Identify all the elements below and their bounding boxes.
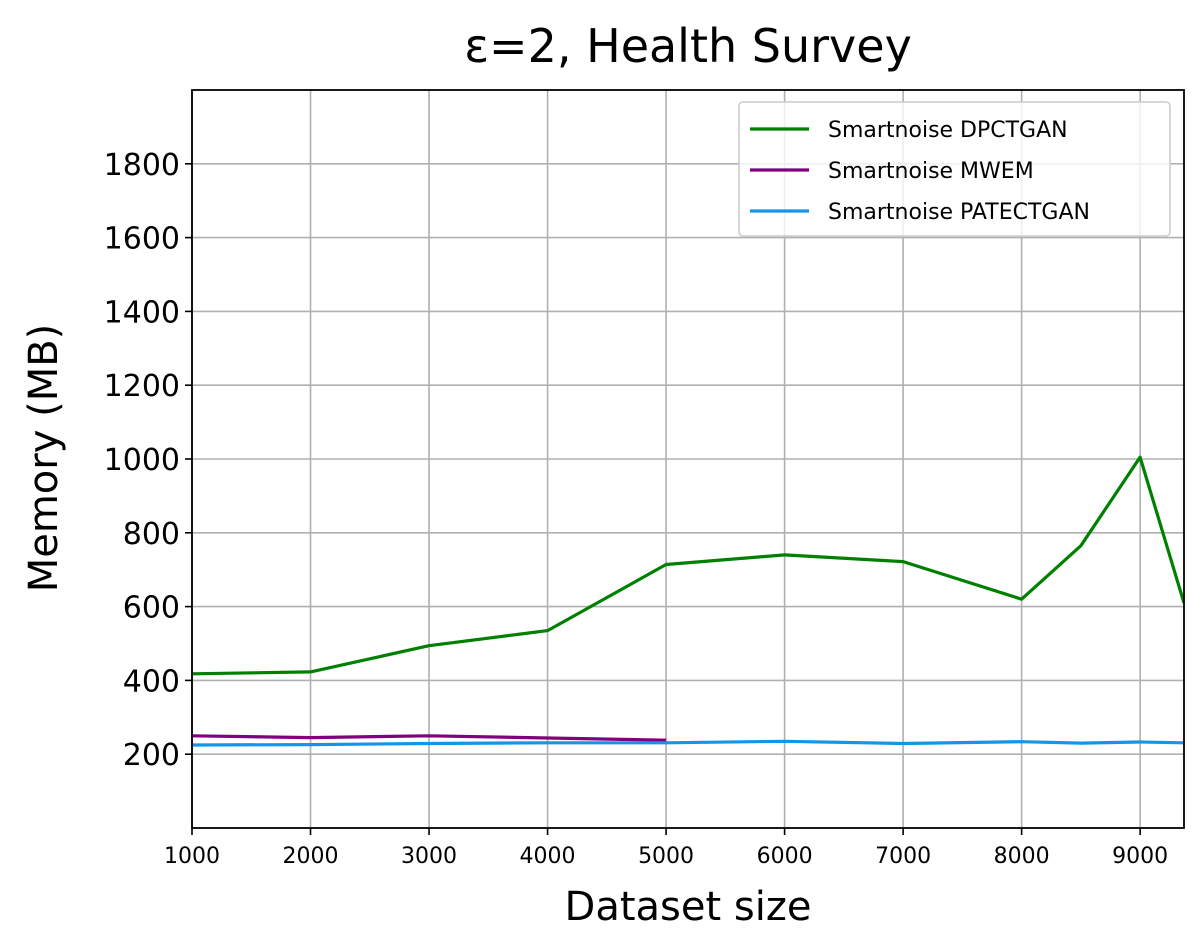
x-axis-label: Dataset size bbox=[565, 884, 812, 930]
y-tick-label: 1800 bbox=[104, 148, 180, 183]
legend-label-smartnoise-dpctgan: Smartnoise DPCTGAN bbox=[828, 118, 1068, 143]
x-tick-label: 3000 bbox=[401, 844, 457, 869]
x-tick-label: 8000 bbox=[994, 844, 1050, 869]
legend: Smartnoise DPCTGAN Smartnoise MWEM Smartno… bbox=[738, 101, 1171, 237]
plot-series bbox=[192, 455, 1184, 747]
x-tick-label: 5000 bbox=[638, 844, 694, 869]
y-tick-label: 1200 bbox=[104, 369, 180, 404]
y-tick-label: 600 bbox=[123, 591, 180, 626]
legend-box bbox=[738, 101, 1171, 237]
y-tick-label: 200 bbox=[123, 738, 180, 773]
x-tick-label: 6000 bbox=[757, 844, 813, 869]
legend-label-smartnoise-mwem: Smartnoise MWEM bbox=[828, 159, 1034, 184]
x-tick-label: 7000 bbox=[875, 844, 931, 869]
axis-ticks: 1000 2000 3000 4000 5000 6000 7000 8000 9000 200 4… bbox=[104, 148, 1169, 869]
y-tick-label: 400 bbox=[123, 664, 180, 699]
x-tick-label: 1000 bbox=[164, 844, 220, 869]
y-tick-label: 1600 bbox=[104, 222, 180, 257]
y-tick-label: 1000 bbox=[104, 443, 180, 478]
y-tick-label: 800 bbox=[123, 517, 180, 552]
y-axis-label: Memory (MB) bbox=[21, 324, 67, 593]
legend-label-smartnoise-patectgan: Smartnoise PATECTGAN bbox=[828, 200, 1090, 225]
x-tick-label: 4000 bbox=[520, 844, 576, 869]
x-tick-label: 2000 bbox=[283, 844, 339, 869]
chart-title: ε=2, Health Survey bbox=[464, 19, 912, 73]
series-line-smartnoise-patectgan bbox=[192, 739, 1184, 747]
y-tick-label: 1400 bbox=[104, 295, 180, 330]
x-tick-label: 9000 bbox=[1112, 844, 1168, 869]
series-line-smartnoise-mwem bbox=[192, 734, 667, 742]
series-line-smartnoise-dpctgan bbox=[192, 455, 1184, 676]
